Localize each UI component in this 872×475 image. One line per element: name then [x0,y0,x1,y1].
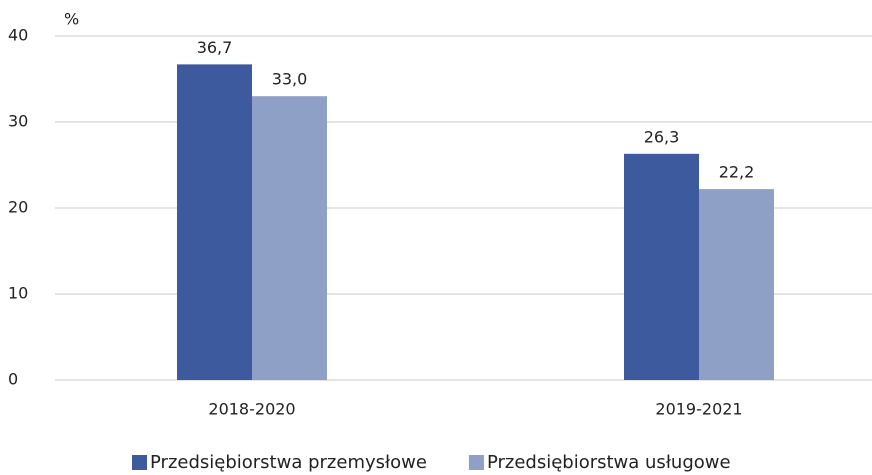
y-axis-unit: % [64,10,79,29]
legend-label: Przedsiębiorstwa usługowe [487,452,731,473]
x-tick-label: 2018-2020 [208,400,295,419]
y-tick-label: 20 [8,198,28,217]
legend-label: Przedsiębiorstwa przemysłowe [150,452,427,473]
bar [699,189,774,380]
value-label: 22,2 [719,163,755,182]
legend-swatch [132,455,147,470]
bar [177,64,252,380]
y-tick-label: 30 [8,112,28,131]
y-tick-label: 40 [8,26,28,45]
value-label: 36,7 [197,38,233,57]
y-tick-label: 10 [8,284,28,303]
bar [252,96,327,380]
value-label: 33,0 [272,70,308,89]
y-tick-label: 0 [8,370,18,389]
x-tick-label: 2019-2021 [655,400,742,419]
value-label: 26,3 [644,127,680,146]
bar [624,153,699,380]
legend-swatch [468,455,484,470]
